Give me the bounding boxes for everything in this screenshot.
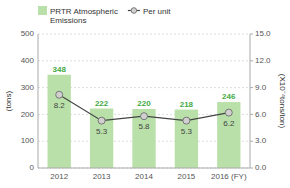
y2-tick-label: 15.0 <box>255 29 271 38</box>
y2-tick-label: 6.0 <box>255 110 267 119</box>
y-axis-line <box>38 34 39 168</box>
legend-label: PRTR AtmosphericEmissions <box>50 7 118 25</box>
y-tick-label: 0 <box>30 163 35 172</box>
marker <box>183 117 190 124</box>
marks <box>48 75 241 168</box>
data-labels: 348 222 220 218 246 8.2 5.3 5.8 5.3 6.2 <box>53 65 236 136</box>
y-tick-label: 400 <box>21 56 35 65</box>
y-tick-label: 300 <box>21 83 35 92</box>
legend-swatch <box>38 6 47 15</box>
grid <box>38 34 250 168</box>
legend: PRTR AtmosphericEmissions Per unit <box>38 6 171 25</box>
x-tick-label: 2012 <box>50 172 68 181</box>
marker <box>56 91 63 98</box>
line-label: 8.2 <box>54 101 66 110</box>
marker <box>98 117 105 124</box>
bar-label: 222 <box>95 99 109 108</box>
legend-label-line: Emissions <box>50 16 86 25</box>
line-label: 5.8 <box>138 122 150 131</box>
legend-item: Per unit <box>128 7 171 16</box>
grid-line <box>38 60 250 61</box>
y2-axis-line <box>250 34 251 168</box>
y-tick-label: 500 <box>21 29 35 38</box>
legend-label-line: PRTR Atmospheric <box>50 7 118 16</box>
x-axis-line <box>38 168 250 169</box>
bar <box>132 109 155 168</box>
marker <box>141 113 148 120</box>
y2-tick-label: 9.0 <box>255 83 267 92</box>
chart: 0 100 200 300 400 500 0.0 3.0 6.0 9.0 12.0 15.0 2012… <box>0 0 290 188</box>
grid-line <box>38 34 250 35</box>
x-tick-label: 2013 <box>93 172 111 181</box>
y2-tick-label: 3.0 <box>255 136 267 145</box>
y-tick-label: 200 <box>21 110 35 119</box>
legend-label: Per unit <box>143 7 171 16</box>
y2-tick-label: 12.0 <box>255 56 271 65</box>
bar-label: 348 <box>53 65 67 74</box>
y-axis-label: (tons) <box>4 90 13 111</box>
bar-label: 220 <box>137 99 151 108</box>
y-tick-label: 100 <box>21 136 35 145</box>
legend-item: PRTR AtmosphericEmissions <box>38 6 118 25</box>
bar <box>217 102 240 168</box>
legend-marker <box>131 8 137 14</box>
y2-axis-label: (X10⁻⁴tons/ton) <box>278 74 287 129</box>
marker <box>225 109 232 116</box>
line-label: 5.3 <box>96 127 108 136</box>
line-label: 5.3 <box>181 127 193 136</box>
bar-label: 246 <box>222 92 236 101</box>
legend-label-line: Per unit <box>143 7 171 16</box>
x-tick-label: 2015 <box>178 172 196 181</box>
x-tick-label: 2016 (FY) <box>211 172 247 181</box>
line-label: 6.2 <box>223 119 235 128</box>
bar <box>90 109 113 168</box>
line <box>59 95 229 121</box>
x-tick-label: 2014 <box>135 172 153 181</box>
bar-label: 218 <box>180 100 194 109</box>
y2-tick-label: 0.0 <box>255 163 267 172</box>
bar <box>48 75 71 168</box>
grid-line <box>38 168 250 169</box>
bar <box>175 110 198 168</box>
